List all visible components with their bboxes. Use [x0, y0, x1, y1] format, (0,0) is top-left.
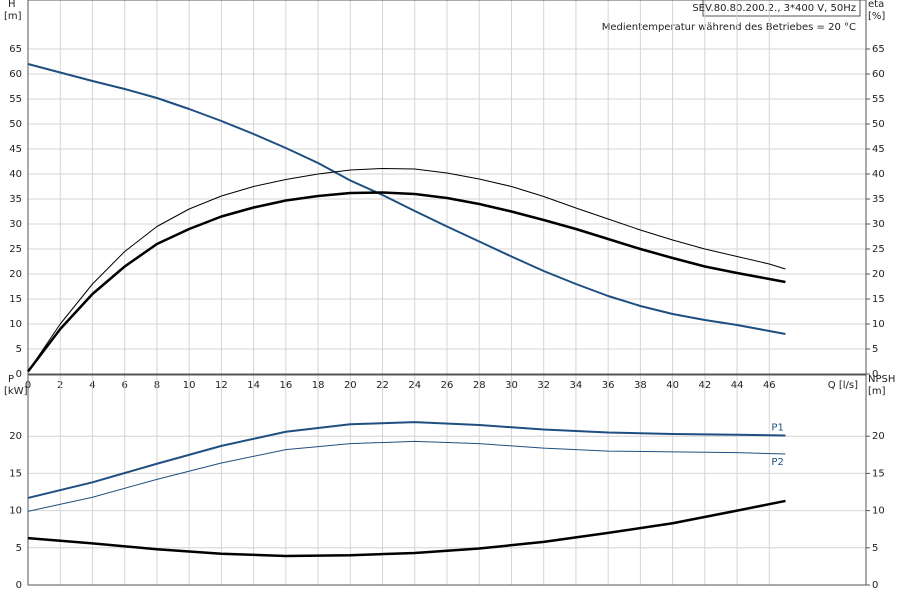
y2-axis-unit: [%] — [868, 11, 885, 22]
series-label: P1 — [771, 422, 783, 433]
y2-tick-label: 10 — [872, 319, 885, 330]
y2-tick-label: 20 — [872, 431, 885, 442]
y-tick-label: 0 — [16, 580, 22, 591]
y-tick-label: 0 — [16, 369, 22, 380]
y-tick-label: 30 — [9, 219, 22, 230]
y2-tick-label: 40 — [872, 169, 885, 180]
y2-tick-label: 50 — [872, 119, 885, 130]
y2-tick-label: 65 — [872, 44, 885, 55]
y-tick-label: 5 — [16, 543, 22, 554]
y-axis-label: P — [8, 374, 14, 385]
chart-subtitle: Medientemperatur während des Betriebes =… — [602, 22, 856, 33]
y-axis-unit: [kW] — [4, 386, 28, 397]
y-tick-label: 5 — [16, 344, 22, 355]
y2-tick-label: 20 — [872, 269, 885, 280]
y-tick-label: 25 — [9, 244, 22, 255]
y2-tick-label: 60 — [872, 69, 885, 80]
y2-tick-label: 35 — [872, 194, 885, 205]
y-tick-label: 55 — [9, 94, 22, 105]
y-axis-unit: [m] — [4, 11, 22, 22]
curve — [27, 191, 786, 373]
y-tick-label: 10 — [9, 319, 22, 330]
y-tick-label: 60 — [9, 69, 22, 80]
y-axis-label: H — [8, 0, 16, 10]
y2-tick-label: 25 — [872, 244, 885, 255]
series-label: P2 — [771, 457, 783, 468]
y2-tick-label: 5 — [872, 543, 878, 554]
y2-tick-label: 10 — [872, 506, 885, 517]
curve — [27, 421, 786, 499]
y2-axis-unit: [m] — [868, 386, 886, 397]
y2-tick-label: 5 — [872, 344, 878, 355]
y-tick-label: 20 — [9, 431, 22, 442]
y-tick-label: 40 — [9, 169, 22, 180]
y-tick-label: 15 — [9, 468, 22, 479]
title-box — [702, 0, 861, 17]
curve — [27, 499, 786, 558]
chart-title: SEV.80.80.200.2., 3*400 V, 50Hz — [692, 3, 856, 14]
y2-tick-label: 55 — [872, 94, 885, 105]
curve — [27, 440, 786, 512]
y-tick-label: 20 — [9, 269, 22, 280]
y2-axis-label: NPSH — [868, 374, 895, 385]
x-axis-label: Q [l/s] — [828, 380, 858, 391]
y-tick-label: 15 — [9, 294, 22, 305]
y2-tick-label: 0 — [872, 369, 878, 380]
curve — [27, 63, 786, 335]
y-tick-label: 10 — [9, 506, 22, 517]
y2-tick-label: 0 — [872, 580, 878, 591]
y2-tick-label: 15 — [872, 294, 885, 305]
y-tick-label: 45 — [9, 144, 22, 155]
y2-axis-label: eta — [868, 0, 884, 10]
y-tick-label: 50 — [9, 119, 22, 130]
curve — [27, 168, 786, 372]
y2-tick-label: 15 — [872, 468, 885, 479]
y2-tick-label: 30 — [872, 219, 885, 230]
y-tick-label: 35 — [9, 194, 22, 205]
plot-frame — [27, 0, 867, 375]
plot-frame — [27, 374, 867, 586]
y-tick-label: 65 — [9, 44, 22, 55]
y2-tick-label: 45 — [872, 144, 885, 155]
